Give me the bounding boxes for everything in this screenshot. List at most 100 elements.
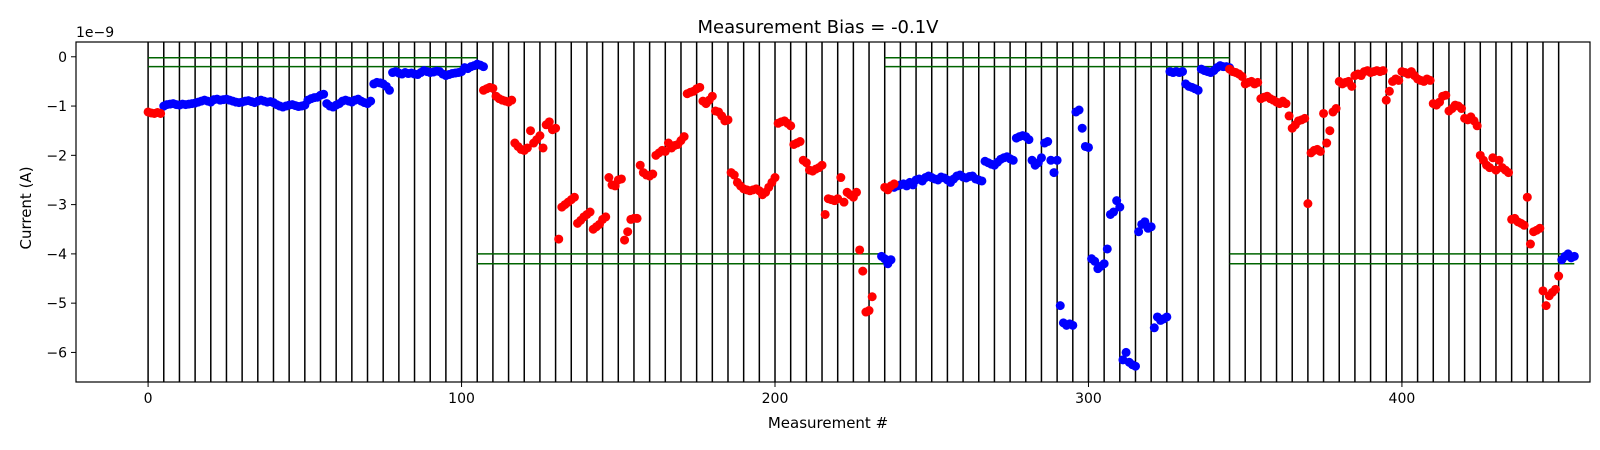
chart-title: Measurement Bias = -0.1V (697, 17, 939, 38)
red-data-point (632, 213, 642, 223)
x-tick-label: 400 (1389, 391, 1416, 407)
blue-data-point (1083, 142, 1093, 152)
blue-data-point (886, 255, 896, 265)
red-data-point (889, 179, 899, 189)
red-data-point (544, 117, 554, 127)
blue-data-point (1109, 207, 1119, 217)
red-data-point (1319, 108, 1329, 118)
red-data-point (1281, 99, 1291, 109)
blue-data-point (1052, 155, 1062, 165)
red-data-point (852, 187, 862, 197)
red-data-point (770, 173, 780, 183)
y-tick-label: −4 (46, 247, 67, 263)
red-data-point (623, 227, 633, 237)
red-data-point (538, 143, 548, 153)
red-data-point (585, 207, 595, 217)
x-tick-label: 300 (1075, 391, 1102, 407)
red-data-point (1381, 95, 1391, 105)
blue-data-point (1046, 155, 1056, 165)
blue-data-point (1077, 123, 1087, 133)
y-tick-label: −3 (46, 198, 67, 214)
blue-data-point (1008, 155, 1018, 165)
blue-data-point (1149, 323, 1159, 333)
plot-frame (75, 41, 1591, 383)
red-data-point (1494, 155, 1504, 165)
blue-data-point (1102, 244, 1112, 254)
red-data-point (488, 83, 498, 93)
red-data-point (801, 158, 811, 168)
blue-data-point (1043, 137, 1053, 147)
plot-area: 0 100 200 300 400 0 −1 −2 −3 −4 −5 −6 (46, 41, 1591, 407)
x-tick-label: 0 (144, 391, 153, 407)
y-tick-label: −1 (46, 99, 67, 115)
blue-data-point (384, 85, 394, 95)
blue-data-point (977, 176, 987, 186)
y-tick-label: −2 (46, 148, 67, 164)
red-data-point (1441, 90, 1451, 100)
red-data-point (1303, 199, 1313, 209)
red-data-point (864, 306, 874, 316)
blue-data-point (1074, 105, 1084, 115)
red-data-point (1300, 113, 1310, 123)
blue-data-point (1193, 85, 1203, 95)
blue-data-point (478, 62, 488, 72)
y-tick-label: −6 (46, 345, 67, 361)
red-data-point (1541, 301, 1551, 311)
red-data-point (839, 197, 849, 207)
red-data-point (707, 91, 717, 101)
red-data-point (1394, 75, 1404, 85)
blue-data-point (319, 89, 329, 99)
blue-data-point (1068, 320, 1078, 330)
red-data-point (648, 169, 658, 179)
red-data-point (635, 160, 645, 170)
red-data-point (616, 174, 626, 184)
blue-data-point (1024, 135, 1034, 145)
x-tick-label: 100 (448, 391, 475, 407)
red-data-point (855, 245, 865, 255)
red-data-point (526, 126, 536, 136)
red-data-point (1284, 111, 1294, 121)
red-data-point (1347, 81, 1357, 91)
red-data-point (1322, 138, 1332, 148)
red-data-point (1253, 77, 1263, 87)
y-axis-label: Current (A) (17, 166, 35, 249)
red-data-point (1237, 71, 1247, 81)
red-data-point (1472, 121, 1482, 131)
red-data-point (695, 82, 705, 92)
red-data-point (1456, 104, 1466, 114)
red-data-point (723, 115, 733, 125)
red-data-point (620, 235, 630, 245)
red-data-point (601, 212, 611, 222)
red-data-point (604, 173, 614, 183)
red-data-point (156, 108, 166, 118)
red-data-point (1504, 168, 1514, 178)
blue-data-point (1036, 153, 1046, 163)
y-tick-label: 0 (58, 50, 67, 66)
red-data-point (1331, 104, 1341, 114)
red-data-point (1425, 75, 1435, 85)
blue-data-point (1121, 347, 1131, 357)
red-data-point (1554, 271, 1564, 281)
red-data-point (836, 173, 846, 183)
blue-data-point (1569, 251, 1579, 261)
red-data-point (858, 266, 868, 276)
x-tick-label: 200 (762, 391, 789, 407)
blue-data-point (1090, 256, 1100, 266)
red-data-point (786, 121, 796, 131)
blue-data-point (1178, 67, 1188, 77)
y-tick-label: −5 (46, 296, 67, 312)
red-data-point (729, 170, 739, 180)
x-axis-label: Measurement # (768, 414, 888, 432)
red-data-point (1384, 86, 1394, 96)
red-data-point (1535, 223, 1545, 233)
red-data-point (820, 209, 830, 219)
red-data-point (817, 160, 827, 170)
blue-data-point (1162, 312, 1172, 322)
red-data-point (1315, 146, 1325, 156)
red-data-point (554, 234, 564, 244)
red-data-point (507, 95, 517, 105)
blue-data-point (1115, 202, 1125, 212)
blue-data-point (366, 96, 376, 106)
red-data-point (1325, 126, 1335, 136)
